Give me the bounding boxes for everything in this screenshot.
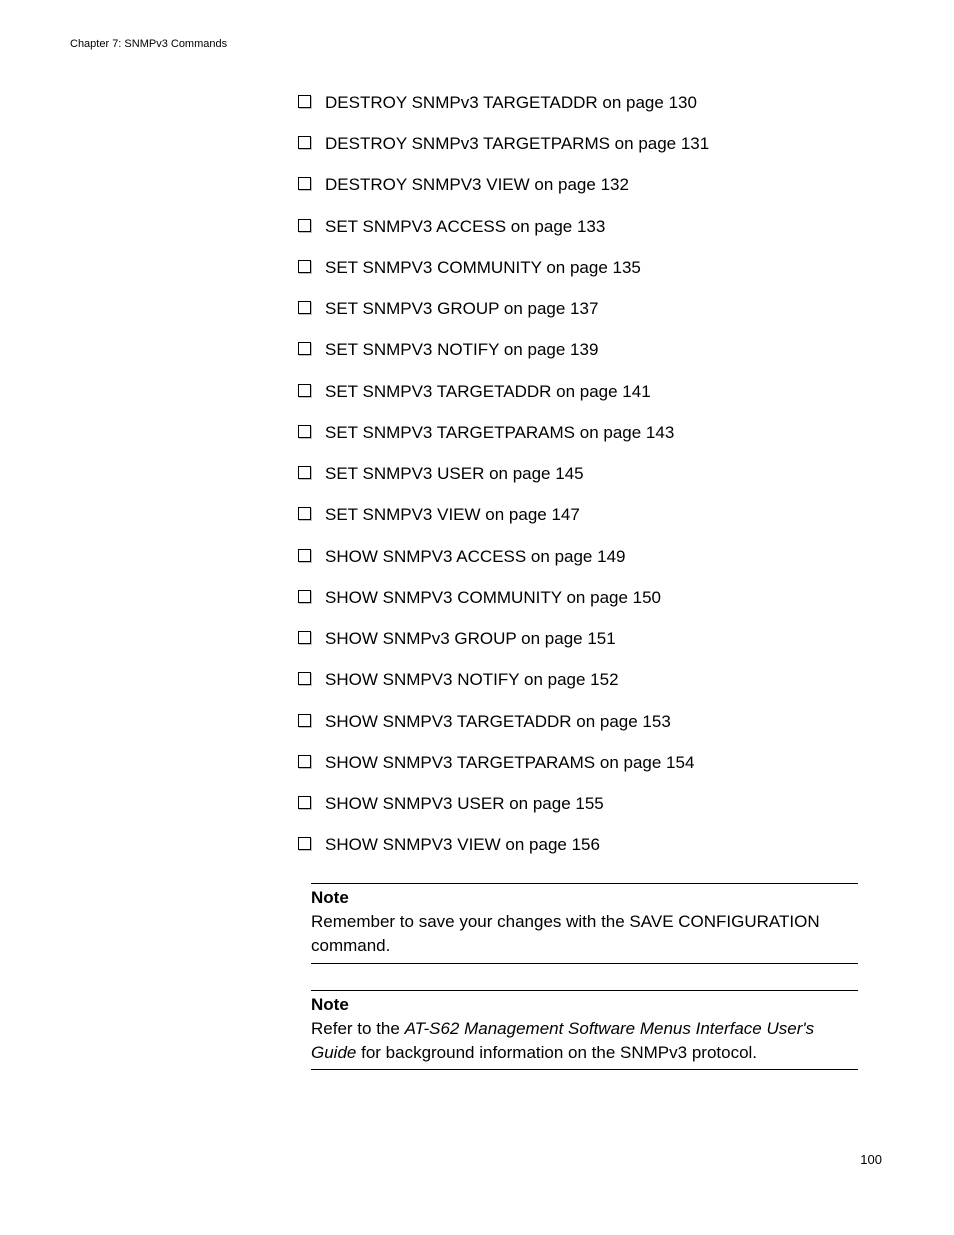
chapter-header: Chapter 7: SNMPv3 Commands: [70, 38, 884, 50]
list-item: DESTROY SNMPV3 VIEW on page 132: [298, 174, 858, 197]
checkbox-bullet-icon: [298, 177, 311, 190]
list-item: DESTROY SNMPv3 TARGETADDR on page 130: [298, 92, 858, 115]
list-item-text: DESTROY SNMPV3 VIEW on page 132: [325, 174, 858, 197]
note-rule-top: [311, 990, 858, 991]
list-item: SET SNMPV3 TARGETADDR on page 141: [298, 381, 858, 404]
list-item: SHOW SNMPV3 COMMUNITY on page 150: [298, 587, 858, 610]
checkbox-bullet-icon: [298, 755, 311, 768]
note-box: Note Refer to the AT-S62 Management Soft…: [311, 990, 858, 1071]
checkbox-bullet-icon: [298, 260, 311, 273]
main-content: DESTROY SNMPv3 TARGETADDR on page 130 DE…: [298, 92, 858, 1070]
list-item: SET SNMPV3 TARGETPARAMS on page 143: [298, 422, 858, 445]
list-item: SHOW SNMPV3 NOTIFY on page 152: [298, 669, 858, 692]
checkbox-bullet-icon: [298, 631, 311, 644]
list-item: SET SNMPV3 COMMUNITY on page 135: [298, 257, 858, 280]
note-box: Note Remember to save your changes with …: [311, 883, 858, 964]
list-item: SET SNMPV3 GROUP on page 137: [298, 298, 858, 321]
checkbox-bullet-icon: [298, 342, 311, 355]
list-item: SHOW SNMPV3 USER on page 155: [298, 793, 858, 816]
checkbox-bullet-icon: [298, 384, 311, 397]
list-item: SET SNMPV3 USER on page 145: [298, 463, 858, 486]
note-body-pre: Refer to the: [311, 1019, 405, 1038]
list-item: SET SNMPV3 NOTIFY on page 139: [298, 339, 858, 362]
note-rule-bottom: [311, 1069, 858, 1070]
list-item-text: SHOW SNMPV3 VIEW on page 156: [325, 834, 858, 857]
list-item-text: SET SNMPV3 VIEW on page 147: [325, 504, 858, 527]
list-item: SHOW SNMPV3 TARGETADDR on page 153: [298, 711, 858, 734]
checkbox-bullet-icon: [298, 796, 311, 809]
list-item: SHOW SNMPV3 ACCESS on page 149: [298, 546, 858, 569]
checkbox-bullet-icon: [298, 136, 311, 149]
note-body: Remember to save your changes with the S…: [311, 910, 858, 958]
checkbox-bullet-icon: [298, 425, 311, 438]
chapter-label: Chapter 7: SNMPv3 Commands: [70, 38, 227, 50]
note-title: Note: [311, 888, 858, 908]
list-item-text: SHOW SNMPV3 NOTIFY on page 152: [325, 669, 858, 692]
list-item-text: SET SNMPV3 NOTIFY on page 139: [325, 339, 858, 362]
list-item-text: DESTROY SNMPv3 TARGETADDR on page 130: [325, 92, 858, 115]
note-body: Refer to the AT-S62 Management Software …: [311, 1017, 858, 1065]
checkbox-bullet-icon: [298, 219, 311, 232]
list-item-text: SHOW SNMPV3 TARGETADDR on page 153: [325, 711, 858, 734]
checkbox-bullet-icon: [298, 590, 311, 603]
note-rule-top: [311, 883, 858, 884]
note-body-post: for background information on the SNMPv3…: [356, 1043, 757, 1062]
list-item-text: SET SNMPV3 USER on page 145: [325, 463, 858, 486]
checkbox-bullet-icon: [298, 466, 311, 479]
list-item: SHOW SNMPV3 TARGETPARAMS on page 154: [298, 752, 858, 775]
list-item-text: SET SNMPV3 TARGETPARAMS on page 143: [325, 422, 858, 445]
note-rule-bottom: [311, 963, 858, 964]
list-item: SHOW SNMPv3 GROUP on page 151: [298, 628, 858, 651]
list-item: SET SNMPV3 VIEW on page 147: [298, 504, 858, 527]
checkbox-bullet-icon: [298, 837, 311, 850]
checkbox-bullet-icon: [298, 507, 311, 520]
list-item-text: DESTROY SNMPv3 TARGETPARMS on page 131: [325, 133, 858, 156]
list-item-text: SET SNMPV3 TARGETADDR on page 141: [325, 381, 858, 404]
checkbox-bullet-icon: [298, 714, 311, 727]
list-item: DESTROY SNMPv3 TARGETPARMS on page 131: [298, 133, 858, 156]
list-item-text: SHOW SNMPV3 TARGETPARAMS on page 154: [325, 752, 858, 775]
list-item-text: SHOW SNMPV3 ACCESS on page 149: [325, 546, 858, 569]
checkbox-bullet-icon: [298, 672, 311, 685]
command-list: DESTROY SNMPv3 TARGETADDR on page 130 DE…: [298, 92, 858, 857]
list-item-text: SET SNMPV3 ACCESS on page 133: [325, 216, 858, 239]
page-container: Chapter 7: SNMPv3 Commands DESTROY SNMPv…: [0, 0, 954, 1070]
list-item: SET SNMPV3 ACCESS on page 133: [298, 216, 858, 239]
list-item-text: SHOW SNMPV3 COMMUNITY on page 150: [325, 587, 858, 610]
page-number: 100: [860, 1152, 882, 1167]
checkbox-bullet-icon: [298, 301, 311, 314]
checkbox-bullet-icon: [298, 549, 311, 562]
list-item-text: SET SNMPV3 COMMUNITY on page 135: [325, 257, 858, 280]
list-item: SHOW SNMPV3 VIEW on page 156: [298, 834, 858, 857]
checkbox-bullet-icon: [298, 95, 311, 108]
list-item-text: SHOW SNMPV3 USER on page 155: [325, 793, 858, 816]
note-title: Note: [311, 995, 858, 1015]
list-item-text: SHOW SNMPv3 GROUP on page 151: [325, 628, 858, 651]
list-item-text: SET SNMPV3 GROUP on page 137: [325, 298, 858, 321]
